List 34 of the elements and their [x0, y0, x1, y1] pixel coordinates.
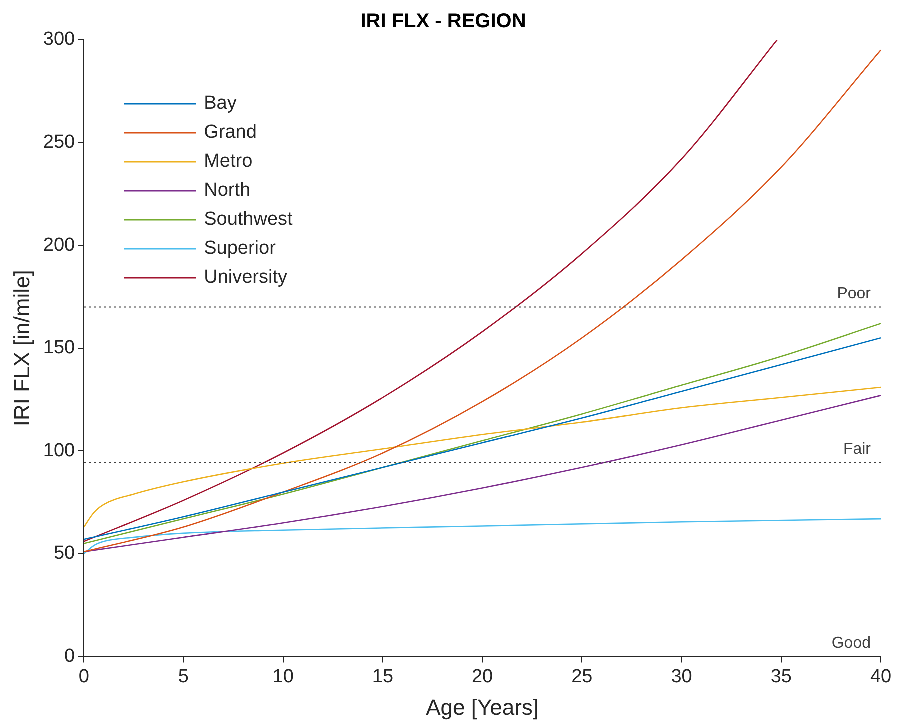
- ref-line-label: Fair: [843, 440, 872, 458]
- y-tick-label: 200: [43, 234, 76, 256]
- y-tick-label: 150: [43, 338, 76, 359]
- legend-label: University: [204, 267, 288, 288]
- line-series: [84, 386, 881, 528]
- legend-label: Grand: [204, 122, 257, 144]
- annotation: Good: [832, 635, 871, 652]
- x-axis-title: Age [Years]: [426, 694, 540, 720]
- y-tick-label: 100: [43, 440, 76, 462]
- ref-line-label: Poor: [837, 286, 872, 303]
- legend-label: Metro: [204, 151, 253, 172]
- y-tick-label: 250: [43, 132, 76, 154]
- legend-label: Bay: [204, 93, 238, 114]
- x-tick-label: 20: [472, 666, 494, 688]
- x-tick-label: 35: [770, 666, 792, 688]
- y-tick-label: 300: [43, 29, 76, 50]
- legend-label: North: [204, 180, 251, 202]
- x-tick-label: 5: [178, 666, 189, 688]
- y-tick-label: 50: [54, 543, 76, 564]
- x-tick-label: 25: [572, 666, 593, 688]
- x-tick-label: 30: [671, 666, 692, 688]
- legend-label: Southwest: [204, 209, 294, 230]
- line-series: [84, 50, 881, 553]
- x-tick-label: 10: [272, 666, 294, 688]
- y-axis-title: IRI FLX [in/mile]: [9, 270, 34, 427]
- chart-title: IRI FLX - REGION: [360, 10, 526, 33]
- line-series: [84, 40, 778, 542]
- line-series: [84, 518, 881, 555]
- x-tick-label: 40: [870, 666, 892, 688]
- x-tick-label: 0: [78, 666, 90, 688]
- x-tick-label: 15: [372, 666, 394, 688]
- line-series: [84, 395, 881, 553]
- legend-label: Superior: [204, 238, 277, 260]
- y-tick-label: 0: [64, 646, 76, 668]
